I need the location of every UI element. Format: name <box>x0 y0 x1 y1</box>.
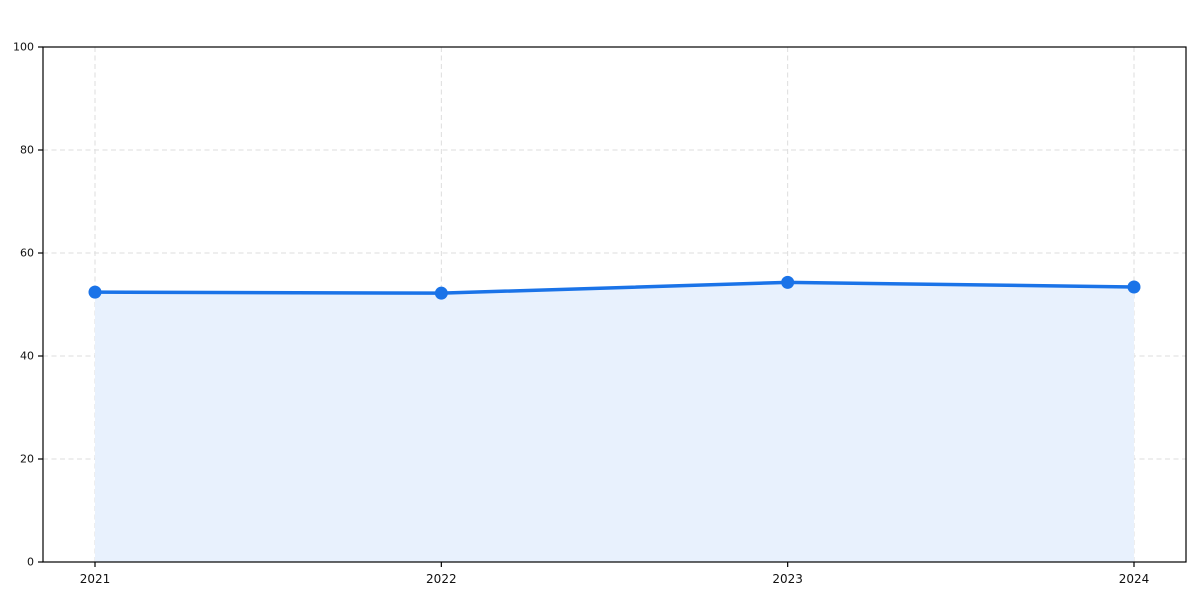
area-fill <box>95 282 1134 562</box>
y-tick-label: 80 <box>20 144 34 157</box>
trend-line <box>93 280 1136 295</box>
y-tick-label: 20 <box>20 453 34 466</box>
data-point-marker <box>1127 280 1141 294</box>
x-tick-label: 2021 <box>80 572 111 586</box>
y-tick-label: 40 <box>20 350 34 363</box>
x-tick-label: 2024 <box>1119 572 1150 586</box>
data-point-marker <box>88 285 102 299</box>
y-tick-label: 100 <box>13 41 34 54</box>
plot-border <box>42 46 1187 563</box>
y-tick-label: 60 <box>20 247 34 260</box>
data-point-marker <box>434 286 448 300</box>
x-tick-label: 2022 <box>426 572 457 586</box>
data-point-marker <box>781 275 795 289</box>
y-tick-label: 0 <box>27 556 34 569</box>
x-tick-label: 2023 <box>772 572 803 586</box>
